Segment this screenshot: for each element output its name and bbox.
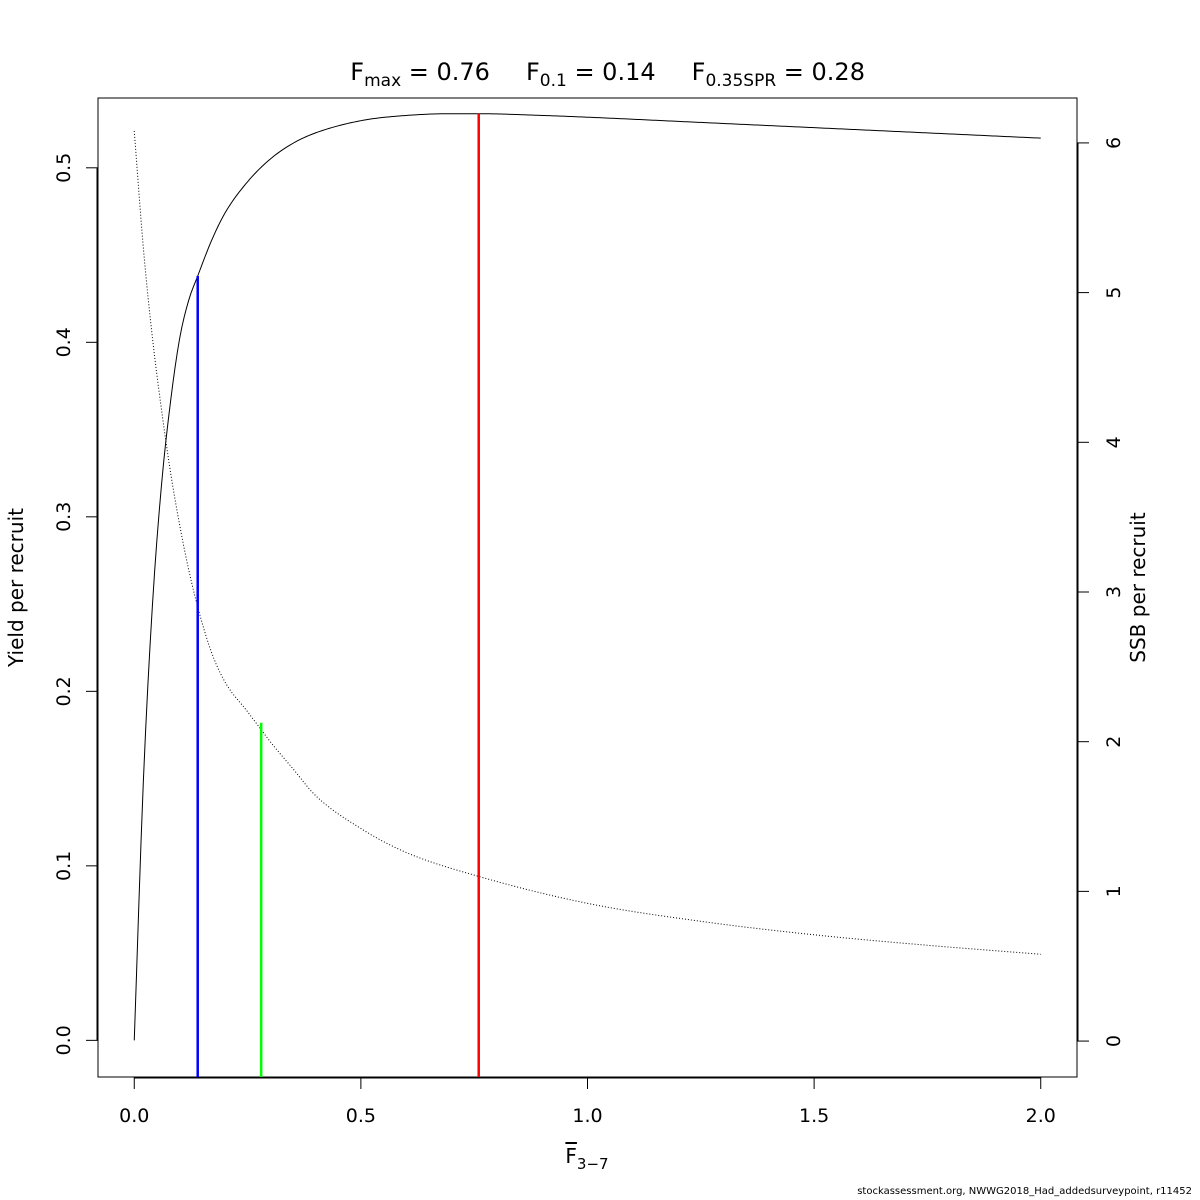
footer-credit: stockassessment.org, NWWG2018_Had_addeds… bbox=[857, 1186, 1192, 1197]
title-term-fmax: Fmax = 0.76 bbox=[350, 58, 490, 91]
x-tick-label: 0.0 bbox=[119, 1105, 149, 1127]
left-tick-label: 0.2 bbox=[53, 676, 75, 706]
left-tick-label: 0.0 bbox=[53, 1025, 75, 1055]
right-tick-label: 4 bbox=[1103, 436, 1125, 448]
x-tick-label: 0.5 bbox=[346, 1105, 376, 1127]
title-term-f035spr: F0.35SPR = 0.28 bbox=[691, 58, 865, 91]
title-term-f01: F0.1 = 0.14 bbox=[525, 58, 656, 91]
right-axis-label: SSB per recruit bbox=[1126, 512, 1150, 663]
right-tick-label: 5 bbox=[1103, 287, 1125, 299]
left-tick-label: 0.1 bbox=[53, 851, 75, 881]
left-tick-label: 0.5 bbox=[53, 153, 75, 183]
left-tick-label: 0.4 bbox=[53, 327, 75, 357]
right-tick-label: 2 bbox=[1103, 736, 1125, 748]
plot-frame bbox=[97, 97, 1078, 1078]
yield-per-recruit-curve bbox=[133, 113, 1041, 1041]
left-tick-label: 0.3 bbox=[53, 502, 75, 532]
x-tick-label: 1.5 bbox=[799, 1105, 829, 1127]
right-tick-label: 3 bbox=[1103, 586, 1125, 598]
right-tick-label: 0 bbox=[1103, 1035, 1125, 1047]
left-axis-label: Yield per recruit bbox=[4, 508, 28, 668]
x-tick-label: 2.0 bbox=[1026, 1105, 1056, 1127]
chart-title: Fmax = 0.76 F0.1 = 0.14 F0.35SPR = 0.28 bbox=[0, 30, 1200, 91]
right-tick-label: 6 bbox=[1103, 137, 1125, 149]
ssb-per-recruit-curve bbox=[133, 130, 1041, 955]
right-tick-label: 1 bbox=[1103, 885, 1125, 897]
x-axis-label: F3−7 bbox=[565, 1144, 609, 1173]
x-tick-label: 1.0 bbox=[572, 1105, 602, 1127]
